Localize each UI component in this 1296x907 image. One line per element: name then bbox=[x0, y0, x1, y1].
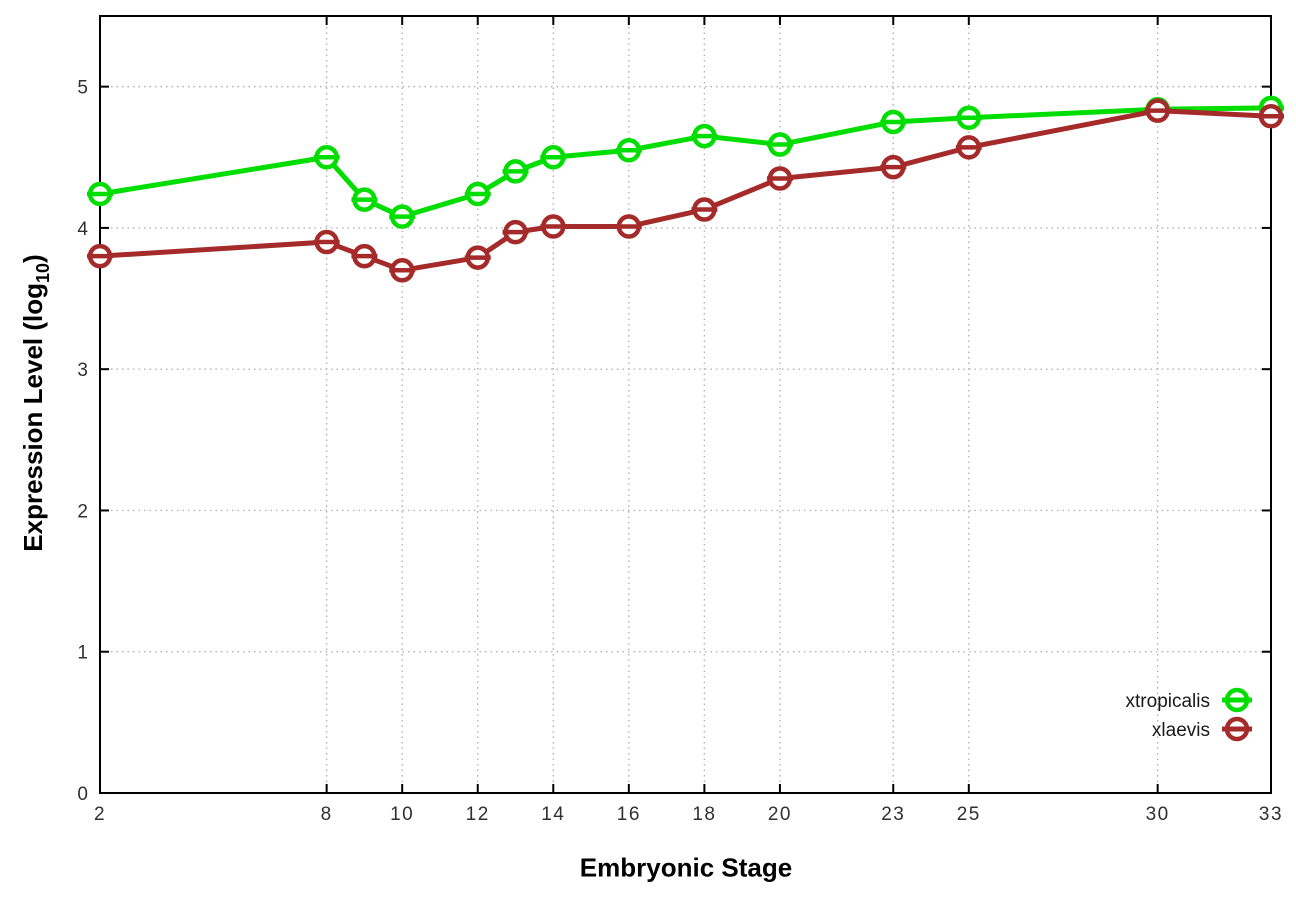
y-tick-label: 3 bbox=[77, 360, 88, 381]
series-line-xlaevis bbox=[97, 108, 1274, 273]
plot-border bbox=[99, 15, 1272, 794]
x-tick-label: 16 bbox=[617, 804, 641, 825]
x-tick-label: 25 bbox=[957, 804, 981, 825]
x-tick-label: 33 bbox=[1259, 804, 1283, 825]
y-axis-title-subscript: 10 bbox=[33, 262, 53, 283]
legend-label-xtropicalis: xtropicalis bbox=[1126, 691, 1210, 712]
x-tick-label: 10 bbox=[390, 804, 414, 825]
x-tick-label: 2 bbox=[94, 804, 106, 825]
x-tick-label: 23 bbox=[881, 804, 905, 825]
x-tick-label: 18 bbox=[692, 804, 716, 825]
x-tick-label: 30 bbox=[1146, 804, 1170, 825]
y-tick-label: 0 bbox=[77, 784, 88, 805]
y-axis-title-main: Expression Level (log bbox=[18, 282, 48, 552]
x-tick-label: 12 bbox=[466, 804, 490, 825]
legend-label-xlaevis: xlaevis bbox=[1152, 720, 1210, 741]
x-tick-label: 14 bbox=[541, 804, 565, 825]
y-axis-title: Expression Level (log10) bbox=[18, 254, 54, 551]
y-axis-title-close: ) bbox=[18, 254, 48, 263]
y-tick-label: 2 bbox=[77, 501, 88, 522]
x-tick-label: 20 bbox=[768, 804, 792, 825]
y-tick-label: 4 bbox=[77, 219, 88, 240]
x-tick-label: 8 bbox=[321, 804, 333, 825]
y-tick-label: 1 bbox=[77, 643, 88, 664]
x-axis-title: Embryonic Stage bbox=[579, 852, 793, 883]
y-tick-label: 5 bbox=[77, 78, 88, 99]
